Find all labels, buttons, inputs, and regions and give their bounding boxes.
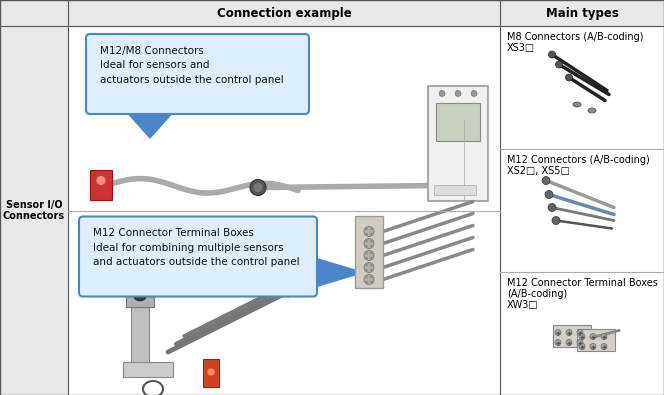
Circle shape xyxy=(371,257,373,259)
Circle shape xyxy=(371,240,373,242)
Circle shape xyxy=(365,228,368,230)
Circle shape xyxy=(545,190,553,199)
Circle shape xyxy=(283,287,293,297)
Circle shape xyxy=(371,252,373,254)
Circle shape xyxy=(579,333,585,339)
Circle shape xyxy=(365,257,368,259)
Circle shape xyxy=(552,216,560,224)
Circle shape xyxy=(364,226,374,237)
Circle shape xyxy=(365,269,368,271)
Bar xyxy=(355,216,383,288)
Circle shape xyxy=(371,233,373,235)
Text: M12 Connectors (A/B-coding): M12 Connectors (A/B-coding) xyxy=(507,155,650,165)
Polygon shape xyxy=(125,110,175,138)
Text: Main types: Main types xyxy=(546,6,618,19)
Circle shape xyxy=(579,344,585,350)
Circle shape xyxy=(455,90,461,96)
Text: XS2□, XS5□: XS2□, XS5□ xyxy=(507,166,570,176)
Bar xyxy=(577,329,615,350)
Text: (A/B-coding): (A/B-coding) xyxy=(507,289,567,299)
Polygon shape xyxy=(313,258,363,288)
Circle shape xyxy=(364,275,374,284)
Circle shape xyxy=(364,239,374,248)
Circle shape xyxy=(471,90,477,96)
Bar xyxy=(90,169,112,199)
Circle shape xyxy=(439,90,445,96)
Circle shape xyxy=(250,179,266,196)
Circle shape xyxy=(566,74,572,81)
Circle shape xyxy=(371,264,373,266)
Bar xyxy=(68,26,500,395)
Text: XS3□: XS3□ xyxy=(507,43,535,53)
FancyBboxPatch shape xyxy=(79,216,317,297)
Circle shape xyxy=(253,182,263,192)
Ellipse shape xyxy=(573,102,581,107)
Circle shape xyxy=(590,333,596,339)
Circle shape xyxy=(548,203,556,211)
Circle shape xyxy=(601,333,607,339)
Circle shape xyxy=(542,177,550,184)
Text: M12 Connector Terminal Boxes: M12 Connector Terminal Boxes xyxy=(507,278,658,288)
Circle shape xyxy=(365,233,368,235)
Circle shape xyxy=(371,245,373,247)
Bar xyxy=(436,102,480,141)
Circle shape xyxy=(566,329,572,335)
Bar xyxy=(123,362,173,377)
Circle shape xyxy=(364,263,374,273)
Circle shape xyxy=(601,344,607,350)
Text: M8 Connectors (A/B-coding): M8 Connectors (A/B-coding) xyxy=(507,32,643,42)
Circle shape xyxy=(371,281,373,283)
Circle shape xyxy=(291,279,301,289)
Circle shape xyxy=(365,245,368,247)
Bar xyxy=(203,359,219,387)
Circle shape xyxy=(96,175,106,186)
Circle shape xyxy=(365,281,368,283)
Circle shape xyxy=(555,339,561,346)
Bar xyxy=(500,26,664,395)
Circle shape xyxy=(365,240,368,242)
Circle shape xyxy=(371,269,373,271)
Circle shape xyxy=(364,250,374,260)
Circle shape xyxy=(577,329,583,335)
Circle shape xyxy=(555,329,561,335)
Circle shape xyxy=(207,368,215,376)
Ellipse shape xyxy=(588,108,596,113)
Bar xyxy=(0,26,68,395)
Text: M12 Connector Terminal Boxes
Ideal for combining multiple sensors
and actuators : M12 Connector Terminal Boxes Ideal for c… xyxy=(93,228,299,267)
Circle shape xyxy=(371,228,373,230)
Circle shape xyxy=(556,61,562,68)
Bar xyxy=(428,85,488,201)
Circle shape xyxy=(299,271,309,281)
Circle shape xyxy=(548,51,556,58)
Text: Sensor I/O
Connectors: Sensor I/O Connectors xyxy=(3,200,65,221)
Circle shape xyxy=(133,287,147,301)
Circle shape xyxy=(590,344,596,350)
Circle shape xyxy=(566,339,572,346)
Circle shape xyxy=(365,264,368,266)
Text: M12/M8 Connectors
Ideal for sensors and
actuators outside the control panel: M12/M8 Connectors Ideal for sensors and … xyxy=(100,46,284,85)
Text: XW3□: XW3□ xyxy=(507,300,539,310)
Circle shape xyxy=(371,276,373,278)
Circle shape xyxy=(365,252,368,254)
Bar xyxy=(434,184,476,194)
Text: Connection example: Connection example xyxy=(216,6,351,19)
FancyBboxPatch shape xyxy=(86,34,309,114)
Circle shape xyxy=(365,276,368,278)
Bar xyxy=(0,0,664,26)
Bar xyxy=(553,325,591,346)
Circle shape xyxy=(577,339,583,346)
Bar xyxy=(126,285,154,307)
Bar xyxy=(131,307,149,362)
